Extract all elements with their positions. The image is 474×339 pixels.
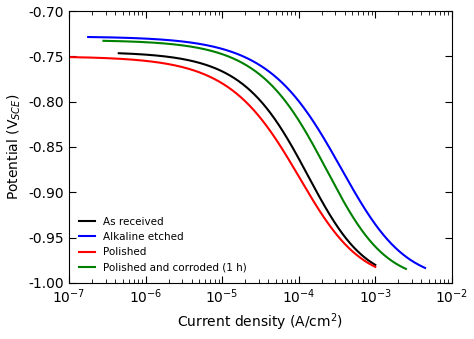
X-axis label: Current density (A/cm$^2$): Current density (A/cm$^2$) (177, 312, 344, 334)
Y-axis label: Potential (V$_{SCE}$): Potential (V$_{SCE}$) (6, 94, 23, 200)
Legend: As received, Alkaline etched, Polished, Polished and corroded (1 h): As received, Alkaline etched, Polished, … (74, 212, 252, 278)
